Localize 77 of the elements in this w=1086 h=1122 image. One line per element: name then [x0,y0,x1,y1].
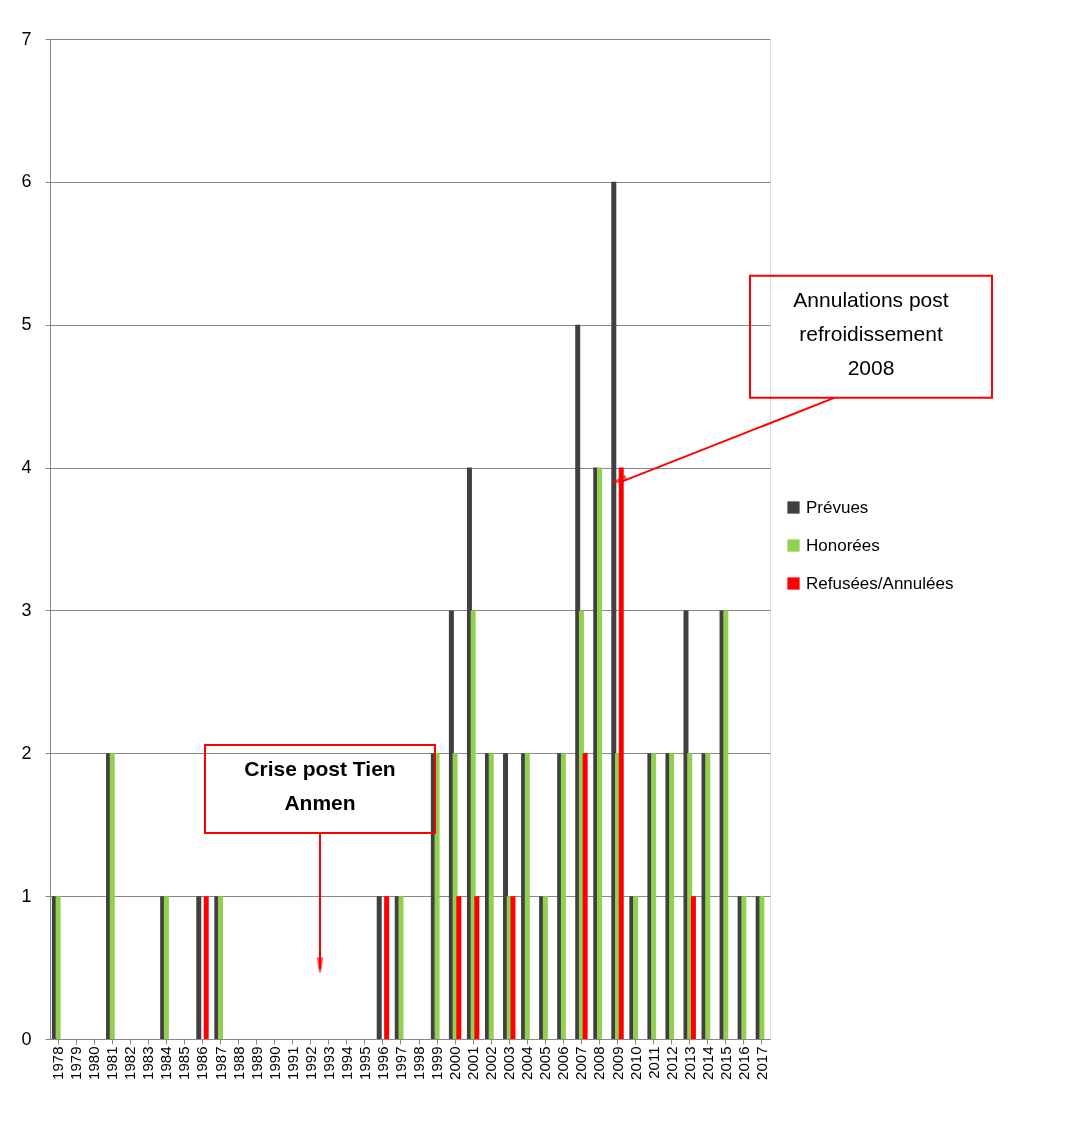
x-tick-label: 1989 [247,1046,265,1080]
x-tick-label: 2012 [662,1046,680,1080]
bar [384,896,390,1039]
x-tick-label: 2010 [626,1046,644,1080]
x-tick-label: 1983 [139,1046,157,1080]
x-tick-label: 2015 [716,1046,734,1080]
x-tick-label: 2004 [518,1046,536,1080]
x-tick-label: 2003 [500,1046,518,1080]
x-tick-label: 2006 [554,1046,572,1080]
bar [196,896,202,1039]
x-tick-label: 1993 [319,1046,337,1080]
x-tick-label: 1996 [373,1046,391,1080]
x-tick-label: 1992 [301,1046,319,1080]
x-tick-label: 1998 [410,1046,428,1080]
bar [759,896,765,1039]
legend-label: Honorées [806,535,880,555]
bar [669,753,675,1039]
x-tick-label: 1984 [157,1046,175,1080]
x-tick-label: 2001 [464,1046,482,1080]
bar [376,896,382,1039]
bar [633,896,639,1039]
y-tick-label: 2 [21,742,32,763]
bar [611,181,617,1039]
y-tick-label: 4 [21,457,32,478]
x-tick-label: 2002 [482,1046,500,1080]
y-tick-label: 6 [21,171,32,192]
x-tick-label: 1982 [121,1046,139,1080]
x-tick-label: 1986 [193,1046,211,1080]
y-tick-label: 1 [21,885,32,906]
bar [687,753,693,1039]
x-tick-label: 1985 [175,1046,193,1080]
bar [55,896,61,1039]
bar [510,896,516,1039]
bar [503,753,509,1039]
bar [434,753,440,1039]
bar [651,753,657,1039]
bar [398,896,404,1039]
x-tick-label: 2000 [446,1046,464,1080]
y-tick-label: 3 [21,599,32,620]
bar [456,896,462,1039]
x-tick-label: 1988 [229,1046,247,1080]
x-tick-label: 2014 [698,1046,716,1080]
bar [723,610,729,1039]
bar [218,896,224,1039]
x-tick-label: 2008 [590,1046,608,1080]
y-tick-label: 5 [21,314,32,335]
x-tick-label: 1991 [283,1046,301,1080]
x-tick-label: 1979 [67,1046,85,1080]
x-tick-label: 1994 [337,1046,355,1080]
bar [582,753,588,1039]
x-tick-label: 1980 [85,1046,103,1080]
bar [741,896,747,1039]
x-tick-label: 1995 [355,1046,373,1080]
annotation: Annulations post refroidissement 2008 [793,287,949,379]
bar [488,753,494,1039]
x-tick-label: 1990 [265,1046,283,1080]
x-tick-label: 1981 [103,1046,121,1080]
x-tick-label: 2009 [608,1046,626,1080]
bar [690,896,696,1039]
bar [705,753,711,1039]
bar [203,896,209,1039]
x-tick-label: 1978 [49,1046,67,1080]
annotation: Crise post Tien Anmen [244,757,396,814]
x-tick-label: 2005 [536,1046,554,1080]
x-tick-label: 2016 [734,1046,752,1080]
legend-label: Refusées/Annulées [806,573,954,593]
legend-label: Prévues [806,497,869,517]
x-tick-label: 1999 [428,1046,446,1080]
y-tick-label: 0 [21,1028,32,1049]
x-tick-label: 1987 [211,1046,229,1080]
y-tick-label: 7 [21,28,32,49]
bar [474,896,480,1039]
x-tick-label: 2013 [680,1046,698,1080]
x-tick-label: 2011 [644,1046,662,1079]
x-tick-label: 2017 [752,1046,770,1080]
x-tick-label: 2007 [572,1046,590,1080]
x-tick-label: 1997 [391,1046,409,1080]
